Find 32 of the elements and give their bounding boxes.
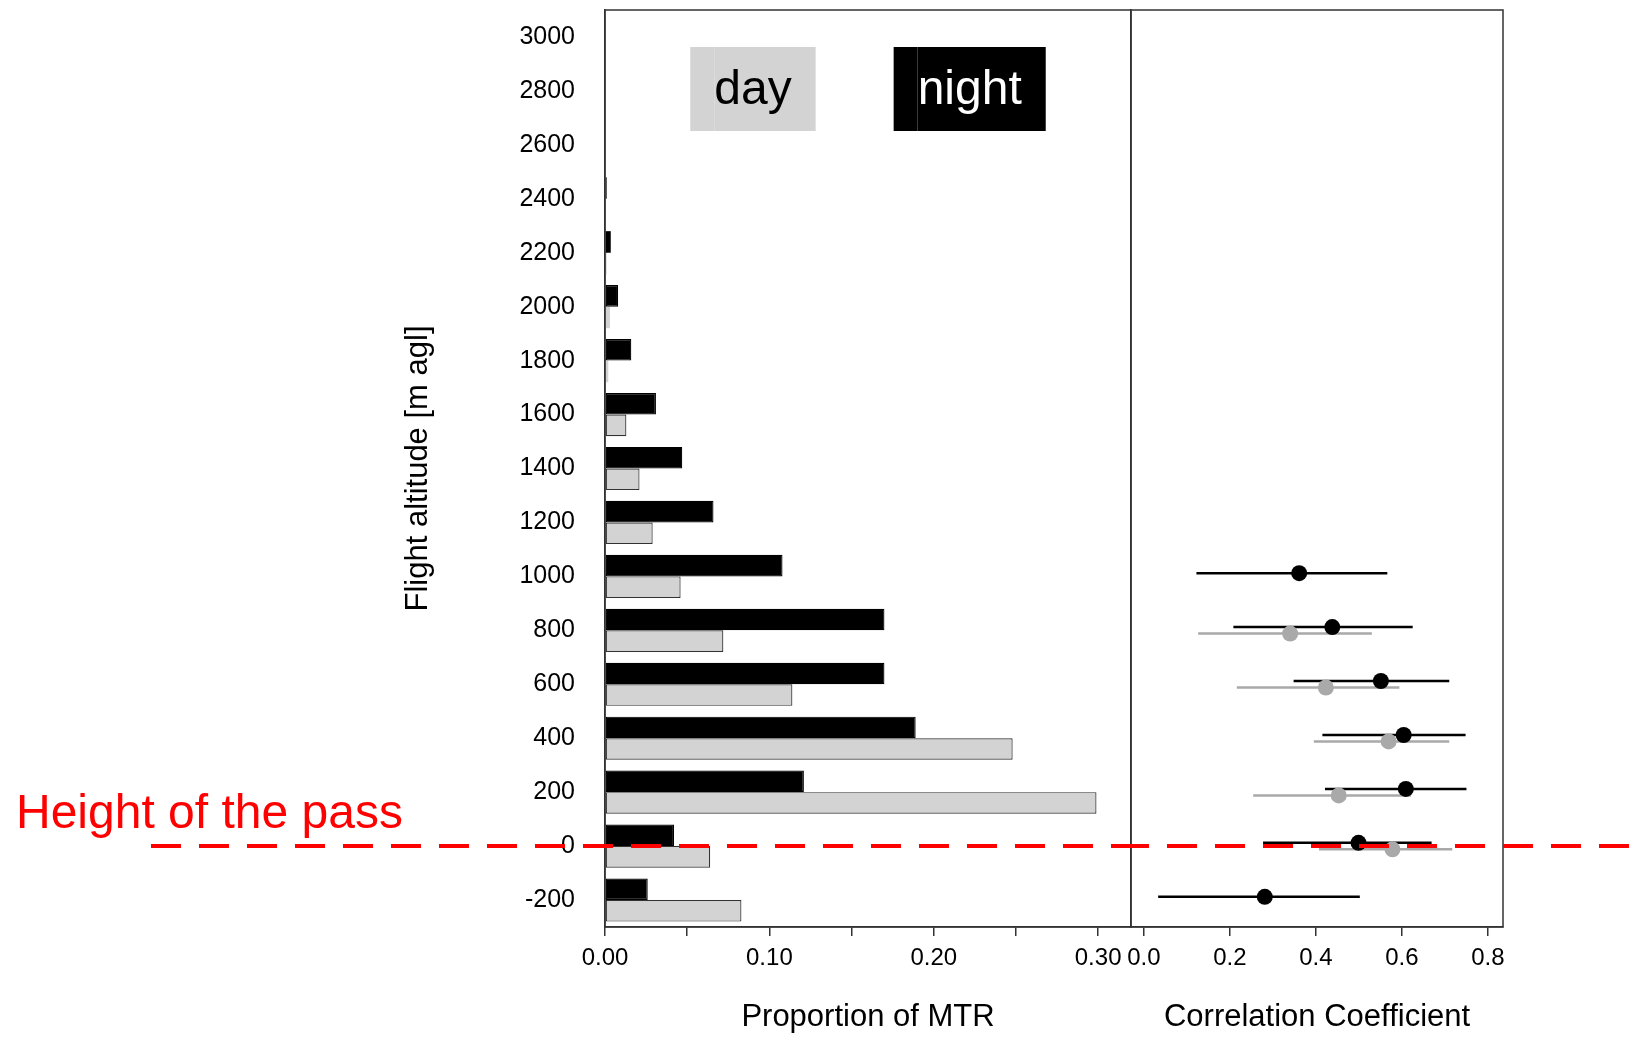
y-axis-title: Flight altitude [m agl] (399, 325, 435, 612)
y-tick-label: 2400 (519, 182, 575, 211)
legend-label: night (917, 61, 1022, 115)
y-tick-label: 1000 (519, 560, 575, 589)
ref-line-label: Height of the pass (16, 785, 403, 839)
x-tick-label: 0.4 (1299, 943, 1333, 971)
y-tick-label: 2000 (519, 290, 575, 319)
y-tick-label: 3000 (519, 20, 575, 49)
x-axis-title: Correlation Coefficient (1163, 997, 1471, 1033)
x-tick-label: 0.2 (1213, 943, 1247, 971)
x-tick-label: 0.00 (581, 943, 629, 971)
x-axis-title: Proportion of MTR (741, 997, 995, 1033)
y-tick-label: 600 (533, 668, 575, 697)
legend-label: day (714, 61, 792, 115)
x-tick-label: 0.10 (746, 943, 793, 971)
bar (605, 231, 611, 253)
y-tick-label: 400 (533, 722, 575, 751)
y-tick-label: 1400 (519, 452, 575, 481)
x-tick-label: 0.0 (1127, 943, 1161, 971)
x-tick-label: 0.6 (1385, 943, 1419, 971)
x-tick-label: 0.20 (910, 943, 958, 971)
y-tick-label: 1200 (519, 506, 575, 535)
y-tick-label: 2800 (519, 74, 575, 103)
x-tick-label: 0.30 (1074, 943, 1122, 971)
y-tick-label: 2600 (519, 128, 575, 157)
y-tick-label: 200 (533, 776, 575, 805)
y-tick-label: 1800 (519, 344, 575, 373)
y-tick-label: 2200 (519, 236, 575, 265)
y-tick-label: 1600 (519, 398, 575, 427)
x-tick-label: 0.8 (1471, 943, 1505, 971)
y-tick-label: 800 (533, 614, 575, 643)
y-tick-label: -200 (524, 883, 575, 912)
